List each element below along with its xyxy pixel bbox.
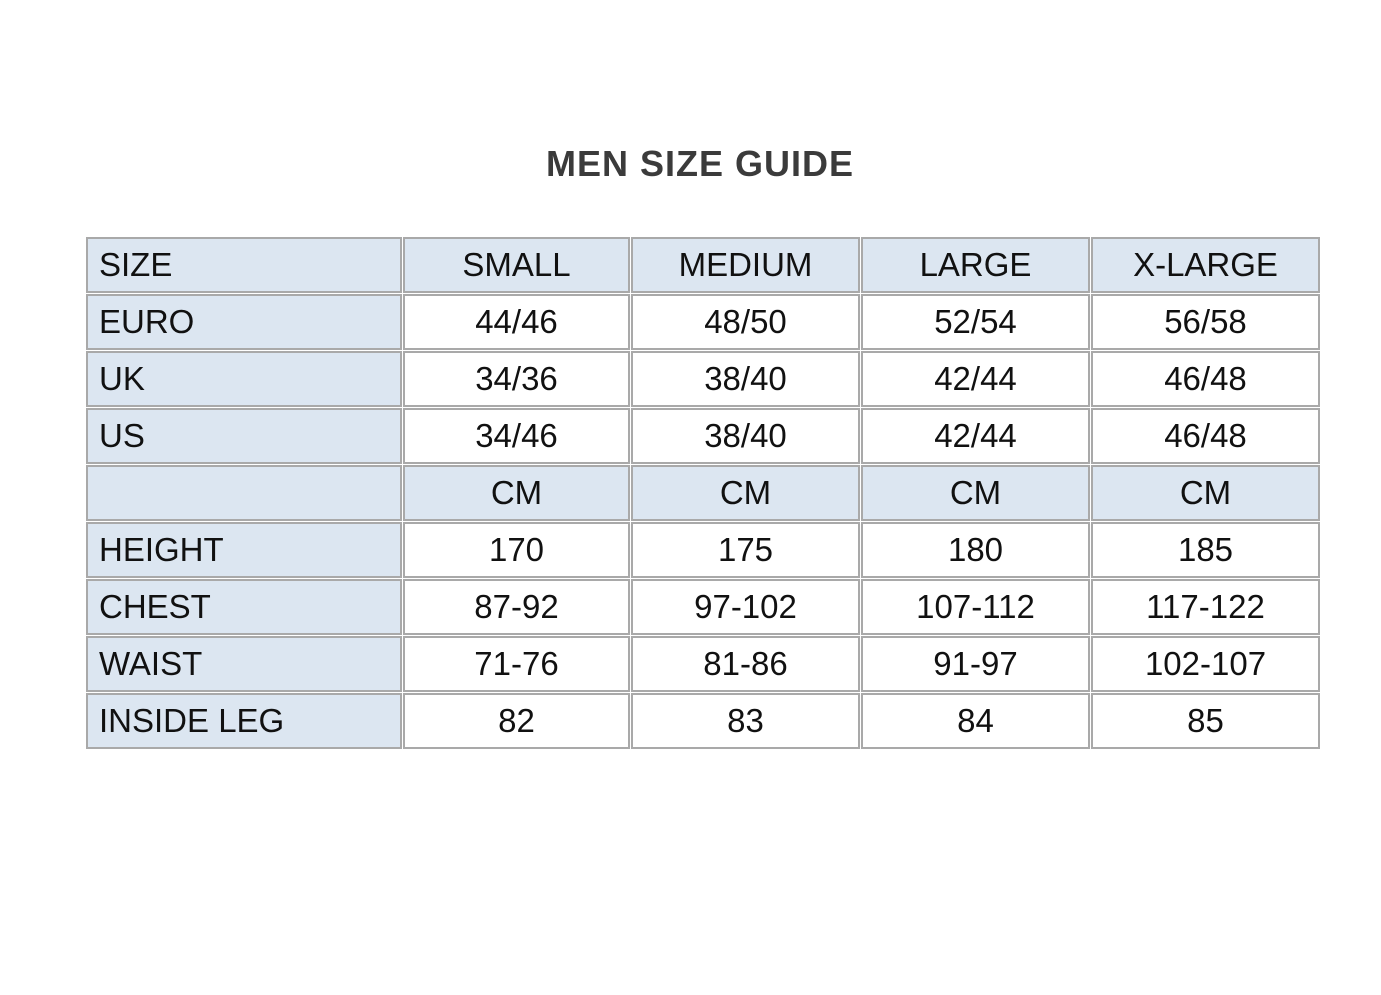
row-label: HEIGHT <box>86 522 402 578</box>
table-cell: 46/48 <box>1091 408 1320 464</box>
table-cell: 46/48 <box>1091 351 1320 407</box>
table-row-waist: WAIST 71-76 81-86 91-97 102-107 <box>86 636 1320 692</box>
table-row-units: CM CM CM CM <box>86 465 1320 521</box>
table-cell: 48/50 <box>631 294 860 350</box>
table-row-inside-leg: INSIDE LEG 82 83 84 85 <box>86 693 1320 749</box>
table-row-height: HEIGHT 170 175 180 185 <box>86 522 1320 578</box>
table-cell: 44/46 <box>403 294 630 350</box>
table-cell: 97-102 <box>631 579 860 635</box>
column-header-xlarge: X-LARGE <box>1091 237 1320 293</box>
row-label: EURO <box>86 294 402 350</box>
table-cell: 42/44 <box>861 408 1090 464</box>
table-cell: 34/46 <box>403 408 630 464</box>
table-cell: 82 <box>403 693 630 749</box>
table-cell: 56/58 <box>1091 294 1320 350</box>
column-header-medium: MEDIUM <box>631 237 860 293</box>
column-header-large: LARGE <box>861 237 1090 293</box>
table-header-row: SIZE SMALL MEDIUM LARGE X-LARGE <box>86 237 1320 293</box>
table-cell: 87-92 <box>403 579 630 635</box>
unit-cell: CM <box>403 465 630 521</box>
table-cell: 102-107 <box>1091 636 1320 692</box>
column-header-small: SMALL <box>403 237 630 293</box>
table-cell: 117-122 <box>1091 579 1320 635</box>
table-cell: 185 <box>1091 522 1320 578</box>
table-row-uk: UK 34/36 38/40 42/44 46/48 <box>86 351 1320 407</box>
unit-cell: CM <box>631 465 860 521</box>
unit-cell: CM <box>1091 465 1320 521</box>
size-guide-table: SIZE SMALL MEDIUM LARGE X-LARGE EURO 44/… <box>85 236 1321 750</box>
unit-cell: CM <box>861 465 1090 521</box>
row-label: UK <box>86 351 402 407</box>
table-cell: 52/54 <box>861 294 1090 350</box>
row-label: US <box>86 408 402 464</box>
row-label <box>86 465 402 521</box>
table-cell: 34/36 <box>403 351 630 407</box>
table-cell: 180 <box>861 522 1090 578</box>
table-cell: 38/40 <box>631 351 860 407</box>
table-cell: 170 <box>403 522 630 578</box>
row-label: CHEST <box>86 579 402 635</box>
table-cell: 107-112 <box>861 579 1090 635</box>
row-label: INSIDE LEG <box>86 693 402 749</box>
table-row-euro: EURO 44/46 48/50 52/54 56/58 <box>86 294 1320 350</box>
row-label: WAIST <box>86 636 402 692</box>
column-header-size: SIZE <box>86 237 402 293</box>
table-row-us: US 34/46 38/40 42/44 46/48 <box>86 408 1320 464</box>
table-cell: 83 <box>631 693 860 749</box>
table-cell: 71-76 <box>403 636 630 692</box>
table-cell: 84 <box>861 693 1090 749</box>
table-cell: 81-86 <box>631 636 860 692</box>
page: MEN SIZE GUIDE SIZE SMALL MEDIUM LARGE X… <box>85 143 1321 750</box>
table-cell: 91-97 <box>861 636 1090 692</box>
table-cell: 38/40 <box>631 408 860 464</box>
table-row-chest: CHEST 87-92 97-102 107-112 117-122 <box>86 579 1320 635</box>
page-title: MEN SIZE GUIDE <box>545 143 855 184</box>
table-cell: 85 <box>1091 693 1320 749</box>
table-cell: 175 <box>631 522 860 578</box>
table-cell: 42/44 <box>861 351 1090 407</box>
